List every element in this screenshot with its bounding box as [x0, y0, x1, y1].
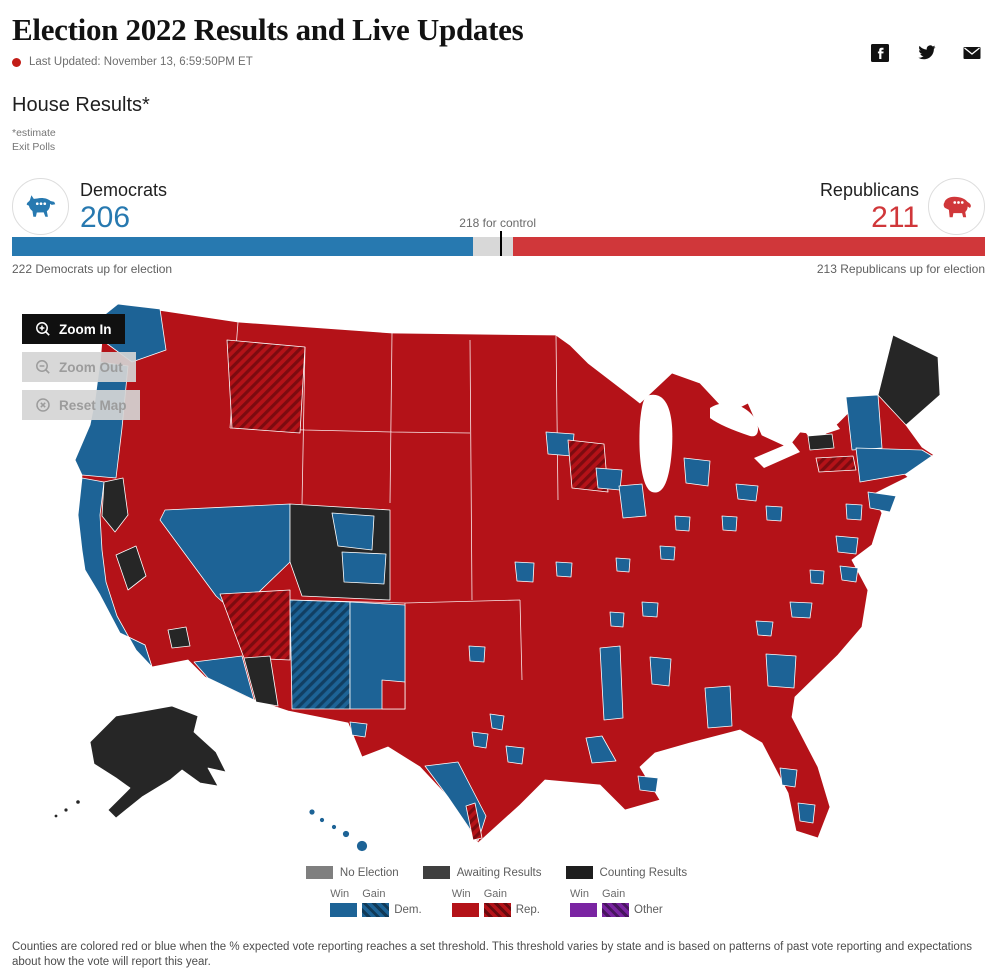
win-label: Win — [451, 888, 471, 900]
republicans-label: Republicans — [819, 180, 919, 200]
facebook-icon — [871, 44, 889, 62]
gain-label: Gain — [483, 888, 507, 900]
rep-gain-swatch — [483, 903, 511, 917]
methodology-note: Counties are colored red or blue when th… — [12, 941, 972, 968]
awaiting-results-label: Awaiting Results — [456, 866, 542, 879]
email-share-button[interactable] — [963, 44, 981, 62]
other-win-swatch — [570, 903, 597, 917]
us-house-districts-map[interactable] — [20, 300, 985, 860]
rep-label: Rep. — [515, 904, 540, 916]
no-election-label: No Election — [339, 866, 399, 879]
win-label: Win — [330, 888, 350, 900]
dem-label: Dem. — [394, 904, 422, 916]
twitter-icon — [918, 45, 936, 60]
democrats-summary: Democrats 206 — [80, 180, 167, 234]
legend-group-rep: Win Gain Rep. — [451, 888, 540, 917]
section-title: House Results* — [12, 94, 150, 116]
page-title: Election 2022 Results and Live Updates — [12, 12, 524, 47]
map-alaska — [53, 705, 227, 819]
awaiting-results-swatch — [422, 866, 450, 879]
gain-label: Gain — [362, 888, 386, 900]
us-house-map-area[interactable]: Zoom In Zoom Out Reset Map — [0, 300, 993, 860]
republicans-seat-count: 211 — [871, 201, 919, 234]
legend-group-dem: Win Gain Dem. — [330, 888, 422, 917]
counting-results-swatch — [565, 866, 593, 879]
bop-bar-undecided-segment — [472, 237, 514, 256]
reset-map-button[interactable]: Reset Map — [22, 390, 140, 420]
democrats-up-for-election: 222 Democrats up for election — [12, 262, 173, 276]
zoom-out-icon — [36, 360, 50, 374]
legend-item-no-election: No Election — [305, 866, 399, 879]
page-header: Election 2022 Results and Live Updates L… — [0, 0, 993, 68]
last-updated-text: Last Updated: November 13, 6:59:50PM ET — [29, 56, 253, 68]
zoom-in-button[interactable]: Zoom In — [22, 314, 125, 344]
counting-results-label: Counting Results — [599, 866, 688, 879]
bop-bar-rep-segment — [513, 237, 985, 256]
democrat-donkey-icon — [26, 194, 55, 217]
republicans-summary: Republicans 211 — [820, 180, 919, 234]
no-election-swatch — [305, 866, 333, 879]
legend-item-awaiting-results: Awaiting Results — [422, 866, 542, 879]
democrats-label: Democrats — [80, 180, 168, 200]
dem-win-swatch — [330, 903, 358, 917]
map-controls: Zoom In Zoom Out Reset Map — [22, 314, 140, 428]
zoom-out-button[interactable]: Zoom Out — [22, 352, 136, 382]
great-lakes — [639, 394, 840, 493]
house-results-section-head: House Results* *estimate Exit Polls — [0, 68, 993, 154]
balance-of-power-bar — [12, 237, 985, 256]
legend-group-other: Win Gain Other — [570, 888, 663, 917]
other-label: Other — [634, 904, 663, 916]
gain-label: Gain — [602, 888, 626, 900]
estimate-note: *estimate — [12, 127, 56, 139]
facebook-share-button[interactable] — [871, 44, 889, 62]
map-legend: No Election Awaiting Results Counting Re… — [0, 860, 993, 932]
twitter-share-button[interactable] — [917, 44, 936, 62]
last-updated-row: Last Updated: November 13, 6:59:50PM ET — [12, 56, 981, 68]
democrat-donkey-badge — [12, 178, 69, 235]
email-icon — [963, 47, 981, 59]
republican-elephant-icon — [943, 196, 971, 217]
map-district-overlays — [74, 303, 941, 842]
live-dot-icon — [12, 57, 21, 67]
zoom-in-icon — [36, 322, 50, 336]
republican-elephant-badge — [928, 178, 985, 235]
democrats-seat-count: 206 — [80, 201, 131, 234]
win-label: Win — [570, 888, 589, 900]
control-threshold-tick — [499, 231, 502, 256]
rep-win-swatch — [451, 903, 479, 917]
dem-gain-swatch — [362, 903, 390, 917]
seats-for-control-label: 218 for control — [459, 216, 536, 230]
exit-polls-link[interactable]: Exit Polls — [12, 141, 56, 153]
share-bar — [871, 44, 981, 62]
map-hawaii — [308, 808, 368, 852]
republicans-up-for-election: 213 Republicans up for election — [816, 262, 985, 276]
reset-map-icon — [36, 398, 50, 412]
balance-of-power: Democrats 206 Republicans 211 218 for co… — [0, 174, 993, 278]
legend-item-counting-results: Counting Results — [565, 866, 688, 879]
bop-bar-dem-segment — [12, 237, 473, 256]
legend-party-row: Win Gain Dem. Win Gain Rep. Win Gain Other — [330, 888, 663, 917]
other-gain-swatch — [602, 903, 629, 917]
legend-status-row: No Election Awaiting Results Counting Re… — [305, 866, 688, 879]
